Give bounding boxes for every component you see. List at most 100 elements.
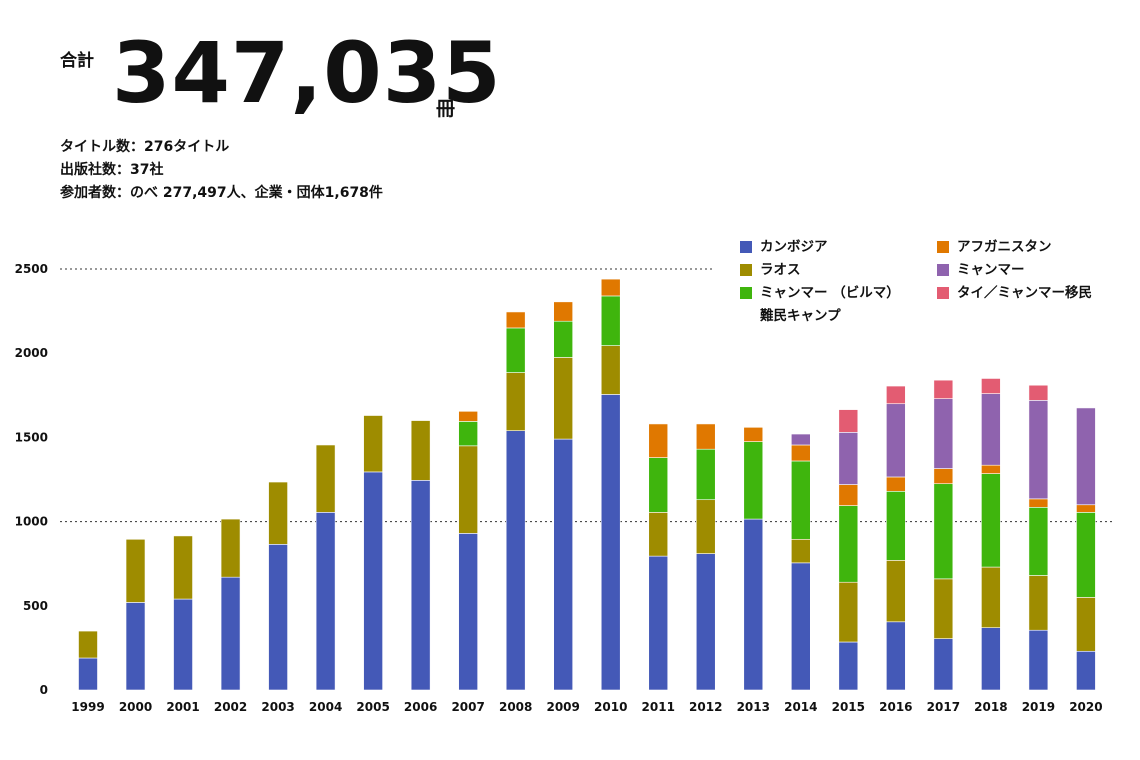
bar-segment [173, 535, 193, 600]
bar-segment [363, 415, 383, 473]
legend-swatch [740, 264, 752, 276]
legend-swatch [937, 287, 949, 299]
x-tick-label: 2011 [642, 700, 675, 714]
bar-segment [790, 562, 811, 691]
y-axis-ticks: 0 500 1000 1500 2000 2500 [15, 262, 48, 697]
bar-segment [886, 490, 906, 561]
bar-segment [933, 379, 954, 399]
bar-segment [268, 481, 288, 545]
bar-segment [695, 448, 716, 501]
x-tick-label: 2015 [832, 700, 865, 714]
bar-segment [78, 657, 98, 691]
legend-label: ミャンマー [957, 262, 1025, 278]
bar-segment [505, 311, 526, 329]
bar-segment [220, 518, 241, 578]
bar-segment [505, 327, 526, 373]
bar-segment [410, 420, 431, 481]
bar-segment [553, 438, 574, 691]
bar-segment [886, 476, 906, 492]
x-tick-label: 2005 [356, 700, 389, 714]
x-tick-label: 2008 [499, 700, 532, 714]
bar-segment [838, 505, 859, 583]
bar-segment [743, 518, 764, 691]
bar-segment [743, 426, 764, 442]
bar-segment [1076, 597, 1096, 652]
legend: カンボジア アフガニスタン ラオス ミャンマー ミャンマー （ビルマ） 難民キャ… [740, 236, 1120, 326]
total-unit: 冊 [436, 98, 456, 120]
bar-segment [1076, 407, 1096, 506]
bar-segment [553, 301, 574, 322]
x-tick-label: 2006 [404, 700, 437, 714]
bar-segment [790, 444, 811, 462]
bar-segment [648, 457, 669, 513]
bar-segment [838, 484, 859, 506]
bar-segment [886, 621, 906, 691]
x-tick-label: 2009 [546, 700, 579, 714]
x-tick-label: 2020 [1069, 700, 1102, 714]
y-tick-label: 1500 [15, 430, 48, 444]
bar-segment [505, 372, 526, 431]
y-tick-label: 2000 [15, 346, 48, 360]
legend-swatch [740, 241, 752, 253]
x-tick-label: 1999 [71, 700, 104, 714]
bar-segment [1028, 506, 1049, 576]
legend-swatch [937, 241, 949, 253]
bar-segment [695, 499, 716, 554]
bar-segment [981, 627, 1001, 691]
bar-segment [458, 421, 478, 447]
x-tick-label: 2014 [784, 700, 817, 714]
bar-segment [1028, 629, 1049, 691]
bar-segment [1076, 504, 1096, 513]
x-tick-label: 2012 [689, 700, 722, 714]
x-tick-label: 2000 [119, 700, 152, 714]
stats-block: タイトル数：276タイトル 出版社数：37社 参加者数：のべ 277,497人、… [60, 136, 383, 205]
bar-segment [220, 576, 241, 691]
legend-label: カンボジア [760, 239, 828, 255]
legend-swatch [740, 287, 752, 299]
bar-segment [600, 278, 621, 297]
stat-titles: タイトル数：276タイトル [60, 139, 230, 155]
bar-segment [981, 566, 1001, 628]
legend-item-myanmar-camp: ミャンマー （ビルマ） 難民キャンプ [740, 282, 900, 328]
bar-segment [933, 638, 954, 691]
bar-segment [1076, 650, 1096, 691]
bar-segment [933, 578, 954, 639]
y-tick-label: 2500 [15, 262, 48, 276]
x-tick-label: 2016 [879, 700, 912, 714]
x-tick-label: 2019 [1022, 700, 1055, 714]
bar-segment [695, 423, 716, 450]
stat-participants: 参加者数：のべ 277,497人、企業・団体1,678件 [60, 185, 383, 201]
x-tick-label: 2002 [214, 700, 247, 714]
x-tick-label: 2007 [451, 700, 484, 714]
bar-segment [648, 512, 669, 557]
bar-segment [458, 445, 478, 534]
x-tick-label: 2013 [737, 700, 770, 714]
bar-segment [838, 581, 859, 643]
bar-segment [1028, 575, 1049, 631]
bar-segment [695, 553, 716, 691]
bar-segment [553, 320, 574, 358]
bar-segment [1076, 512, 1096, 598]
x-tick-label: 2004 [309, 700, 342, 714]
bar-segment [790, 460, 811, 540]
bars [78, 278, 1096, 691]
x-tick-label: 2010 [594, 700, 627, 714]
y-tick-label: 500 [23, 599, 48, 613]
bar-segment [458, 533, 478, 691]
bar-segment [268, 544, 288, 691]
bar-segment [981, 464, 1001, 474]
bar-segment [600, 295, 621, 346]
bar-segment [410, 480, 431, 691]
total-value: 347,035 [112, 24, 502, 122]
bar-segment [600, 345, 621, 395]
bar-segment [886, 403, 906, 478]
y-tick-label: 1000 [15, 515, 48, 529]
x-tick-label: 2018 [974, 700, 1007, 714]
x-axis-ticks: 1999 2000 2001 2002 2003 2004 2005 2006 2007 2008… [71, 700, 1102, 714]
legend-item-myanmar: ミャンマー [937, 259, 1025, 282]
legend-label: アフガニスタン [957, 239, 1052, 255]
bar-segment [743, 441, 764, 520]
legend-item-afghanistan: アフガニスタン [937, 236, 1052, 259]
x-tick-label: 2003 [261, 700, 294, 714]
